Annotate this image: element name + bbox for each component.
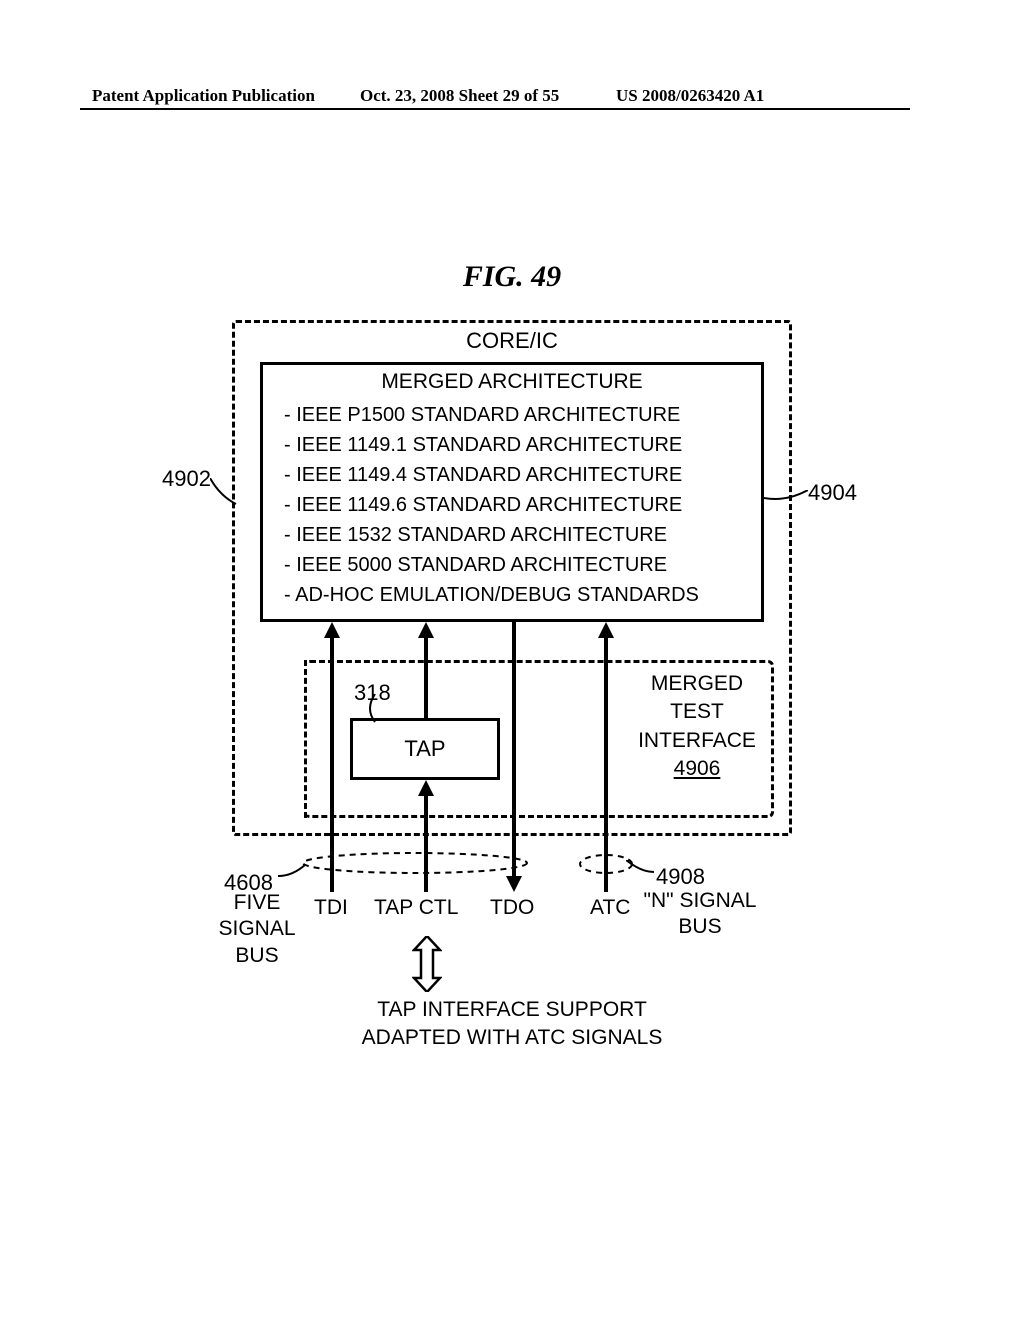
tap-label: TAP <box>404 736 445 762</box>
mti-l2: TEST <box>630 698 764 726</box>
ref-4908: 4908 <box>656 864 705 890</box>
header-right: US 2008/0263420 A1 <box>616 86 764 106</box>
merged-test-interface-label: MERGED TEST INTERFACE 4906 <box>630 670 764 783</box>
five-bus-l2: SIGNAL <box>212 916 302 942</box>
merged-item: IEEE P1500 STANDARD ARCHITECTURE <box>284 400 748 430</box>
merged-item: IEEE 1149.1 STANDARD ARCHITECTURE <box>284 430 748 460</box>
merged-item: IEEE 1532 STANDARD ARCHITECTURE <box>284 520 748 550</box>
core-ic-title: CORE/IC <box>232 328 792 354</box>
five-signal-bus-label: FIVE SIGNAL BUS <box>212 890 302 969</box>
mti-l3: INTERFACE <box>630 727 764 755</box>
header-rule <box>80 108 910 110</box>
n-bus-l2: BUS <box>640 914 760 940</box>
n-signal-bus-label: "N" SIGNAL BUS <box>640 888 760 941</box>
merged-item: IEEE 5000 STANDARD ARCHITECTURE <box>284 550 748 580</box>
ref-4902: 4902 <box>162 466 211 492</box>
five-bus-l3: BUS <box>212 943 302 969</box>
five-bus-l1: FIVE <box>212 890 302 916</box>
figure-title: FIG. 49 <box>0 260 1024 294</box>
merged-arch-title: MERGED ARCHITECTURE <box>260 370 764 394</box>
arrow-tapctl-up-top <box>416 622 436 720</box>
merged-item: IEEE 1149.6 STANDARD ARCHITECTURE <box>284 490 748 520</box>
arrow-tapctl-up-bot <box>416 780 436 894</box>
merged-arch-list: IEEE P1500 STANDARD ARCHITECTURE IEEE 11… <box>284 400 748 610</box>
ref-4906: 4906 <box>630 755 764 783</box>
ref-4904: 4904 <box>808 480 857 506</box>
signal-atc: ATC <box>590 896 630 920</box>
n-signal-bus-loop <box>578 852 634 876</box>
n-bus-l1: "N" SIGNAL <box>640 888 760 914</box>
caption-l2: ADAPTED WITH ATC SIGNALS <box>0 1024 1024 1052</box>
signal-tdi: TDI <box>314 896 348 920</box>
merged-item: IEEE 1149.4 STANDARD ARCHITECTURE <box>284 460 748 490</box>
bidir-arrow-icon <box>412 936 442 992</box>
bottom-caption: TAP INTERFACE SUPPORT ADAPTED WITH ATC S… <box>0 996 1024 1053</box>
leader-4904 <box>764 490 808 506</box>
signal-tdo: TDO <box>490 896 534 920</box>
header-left: Patent Application Publication <box>92 86 315 106</box>
header-mid: Oct. 23, 2008 Sheet 29 of 55 <box>360 86 559 106</box>
signal-tapctl: TAP CTL <box>374 896 458 920</box>
mti-l1: MERGED <box>630 670 764 698</box>
five-signal-bus-loop <box>300 850 530 876</box>
leader-4902 <box>210 478 238 506</box>
tap-box: TAP <box>350 718 500 780</box>
caption-l1: TAP INTERFACE SUPPORT <box>0 996 1024 1024</box>
merged-item: AD-HOC EMULATION/DEBUG STANDARDS <box>284 580 748 610</box>
